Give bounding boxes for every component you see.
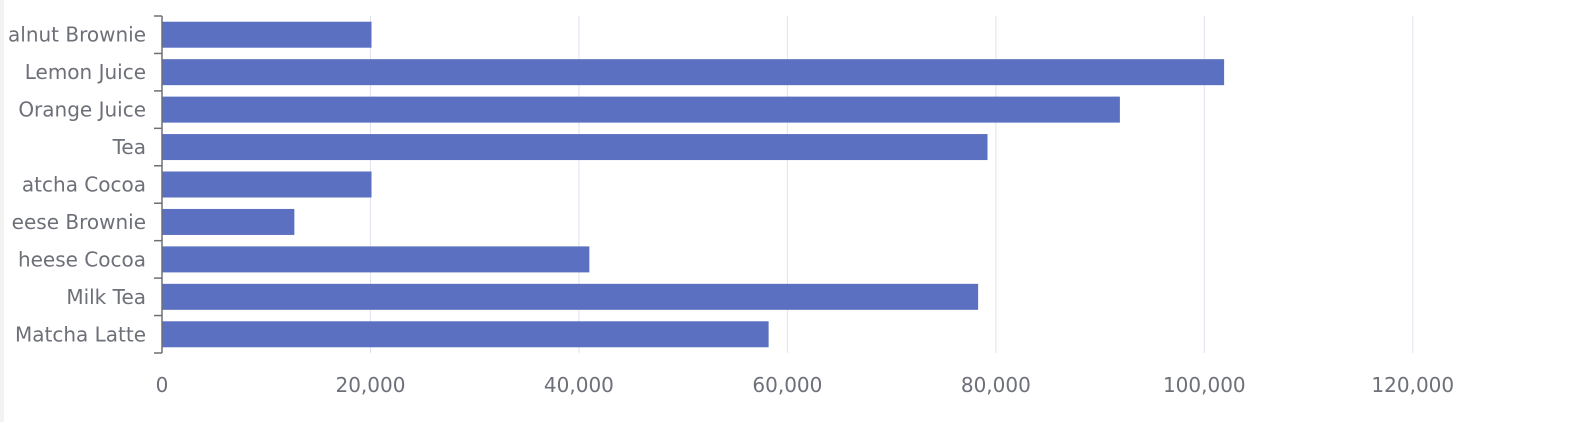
x-tick-label: 120,000	[1371, 373, 1454, 397]
left-edge-strip	[0, 0, 4, 422]
x-tick-label: 60,000	[752, 373, 822, 397]
bar	[162, 171, 372, 198]
bar	[162, 21, 372, 48]
bar	[162, 59, 1225, 86]
x-tick-label: 40,000	[544, 373, 614, 397]
bars	[162, 21, 1225, 348]
x-tick-label: 80,000	[961, 373, 1031, 397]
bar	[162, 321, 769, 348]
y-category-label: Tea	[112, 135, 146, 159]
y-category-label: eese Brownie	[12, 210, 146, 234]
x-tick-label: 100,000	[1163, 373, 1246, 397]
y-category-label: Milk Tea	[66, 285, 146, 309]
bar	[162, 96, 1120, 123]
bar	[162, 246, 590, 273]
x-tick-label: 0	[156, 373, 169, 397]
y-category-label: Orange Juice	[18, 98, 146, 122]
bar	[162, 283, 979, 310]
bar	[162, 134, 988, 161]
y-category-label: heese Cocoa	[18, 247, 146, 271]
y-category-label: Matcha Latte	[15, 322, 146, 346]
y-category-label: alnut Brownie	[8, 23, 146, 47]
y-category-label: atcha Cocoa	[22, 173, 146, 197]
axes	[154, 15, 163, 354]
axis-labels: 0 20,000 40,000 60,000 80,000 100,000 120,000 a…	[8, 23, 1454, 397]
y-category-label: Lemon Juice	[25, 60, 146, 84]
x-tick-label: 20,000	[335, 373, 405, 397]
bar	[162, 208, 295, 235]
